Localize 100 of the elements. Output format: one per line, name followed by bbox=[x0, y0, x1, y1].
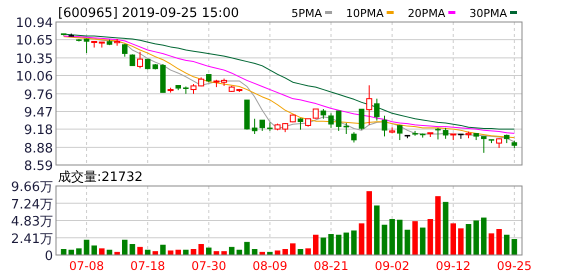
bar bbox=[366, 191, 372, 256]
candlestick bbox=[298, 118, 304, 130]
y-tick-label: 10.35 bbox=[16, 52, 53, 67]
bar bbox=[76, 248, 82, 256]
bar bbox=[312, 234, 318, 256]
bar bbox=[374, 205, 380, 256]
bar bbox=[137, 246, 143, 256]
y-tick-label: 8.88 bbox=[24, 141, 53, 156]
bar bbox=[175, 250, 181, 256]
bar bbox=[91, 245, 97, 256]
x-tick-label: 09-02 bbox=[374, 259, 410, 273]
bar bbox=[404, 230, 410, 256]
bar bbox=[428, 219, 434, 256]
legend-label: 5PMA bbox=[291, 7, 322, 20]
bar bbox=[228, 246, 234, 256]
candlestick bbox=[374, 98, 380, 122]
bar bbox=[144, 250, 150, 256]
bar bbox=[122, 240, 128, 256]
candlestick bbox=[358, 108, 364, 130]
bar bbox=[336, 234, 342, 256]
bar bbox=[344, 232, 350, 256]
y-tick-label: 9.76 bbox=[24, 88, 53, 103]
x-tick-label: 07-18 bbox=[130, 259, 166, 273]
y-tick-label: 2.41万 bbox=[11, 232, 53, 247]
x-tick-label: 09-25 bbox=[496, 259, 532, 273]
bar bbox=[160, 244, 166, 256]
bar bbox=[305, 248, 311, 256]
x-tick-label: 09-12 bbox=[436, 259, 471, 273]
chart-title: [600965] 2019-09-25 15:00 bbox=[58, 6, 240, 21]
candlestick bbox=[122, 43, 128, 58]
y-tick-label: 10.94 bbox=[16, 16, 53, 31]
candlestick bbox=[336, 110, 342, 132]
legend-label: 30PMA bbox=[469, 7, 508, 20]
candlestick bbox=[366, 84, 372, 126]
candlestick bbox=[496, 138, 502, 148]
candlestick bbox=[397, 124, 403, 141]
bar bbox=[68, 250, 74, 256]
candlestick bbox=[328, 112, 334, 128]
y-tick-label: 8.59 bbox=[24, 159, 53, 174]
y-tick-label: 4.83万 bbox=[11, 214, 53, 230]
bar bbox=[190, 249, 196, 256]
candlestick bbox=[435, 127, 441, 140]
bar bbox=[183, 250, 189, 256]
bar bbox=[236, 250, 242, 256]
bar bbox=[450, 223, 456, 256]
candlestick bbox=[84, 38, 90, 54]
candlestick bbox=[320, 108, 326, 120]
bar bbox=[473, 220, 479, 256]
y-tick-label: 9.47 bbox=[24, 105, 53, 120]
candlestick bbox=[382, 115, 388, 137]
bar bbox=[382, 224, 388, 256]
x-tick-label: 08-09 bbox=[252, 259, 288, 273]
bar bbox=[397, 220, 403, 256]
bar bbox=[389, 219, 395, 256]
y-tick-label: 10.06 bbox=[16, 70, 53, 85]
x-tick-label: 07-08 bbox=[69, 259, 104, 273]
bar bbox=[488, 233, 494, 256]
bar bbox=[84, 240, 90, 256]
bar bbox=[458, 228, 464, 256]
bar bbox=[198, 244, 204, 256]
bar bbox=[320, 238, 326, 256]
candlestick bbox=[144, 58, 150, 70]
candlestick bbox=[312, 108, 319, 120]
y-tick-label: 9.18 bbox=[24, 123, 53, 138]
bar bbox=[290, 243, 296, 256]
bar bbox=[435, 196, 441, 256]
bar bbox=[298, 249, 304, 256]
bar bbox=[130, 244, 136, 256]
x-tick-label: 07-30 bbox=[191, 259, 226, 273]
bar bbox=[496, 229, 502, 256]
bar bbox=[351, 230, 357, 256]
bar bbox=[481, 218, 487, 256]
bar bbox=[328, 234, 334, 256]
bar bbox=[512, 239, 518, 256]
y-tick-label: 0 bbox=[44, 249, 53, 264]
bar bbox=[466, 224, 472, 256]
y-tick-label: 10.65 bbox=[16, 34, 53, 49]
bar bbox=[206, 248, 212, 256]
bar bbox=[99, 248, 105, 256]
bar bbox=[106, 250, 112, 256]
bar bbox=[358, 223, 364, 256]
chart-title: 成交量:21732 bbox=[58, 169, 143, 185]
candlestick bbox=[481, 136, 487, 154]
bar bbox=[442, 202, 448, 256]
legend-label: 20PMA bbox=[408, 7, 446, 20]
legend-label: 10PMA bbox=[346, 7, 384, 20]
candlestick bbox=[351, 132, 357, 143]
candlestick bbox=[442, 127, 448, 140]
candlestick bbox=[344, 122, 350, 134]
y-tick-label: 9.66万 bbox=[11, 180, 53, 195]
bar bbox=[244, 242, 250, 256]
y-tick-label: 7.24万 bbox=[11, 197, 53, 212]
x-tick-label: 08-21 bbox=[314, 259, 348, 273]
bar bbox=[274, 250, 280, 256]
candlestick bbox=[260, 119, 266, 132]
candlestick bbox=[137, 51, 144, 69]
candlestick bbox=[252, 118, 258, 134]
bar bbox=[420, 228, 426, 256]
bar bbox=[504, 234, 510, 256]
bar bbox=[412, 221, 418, 256]
